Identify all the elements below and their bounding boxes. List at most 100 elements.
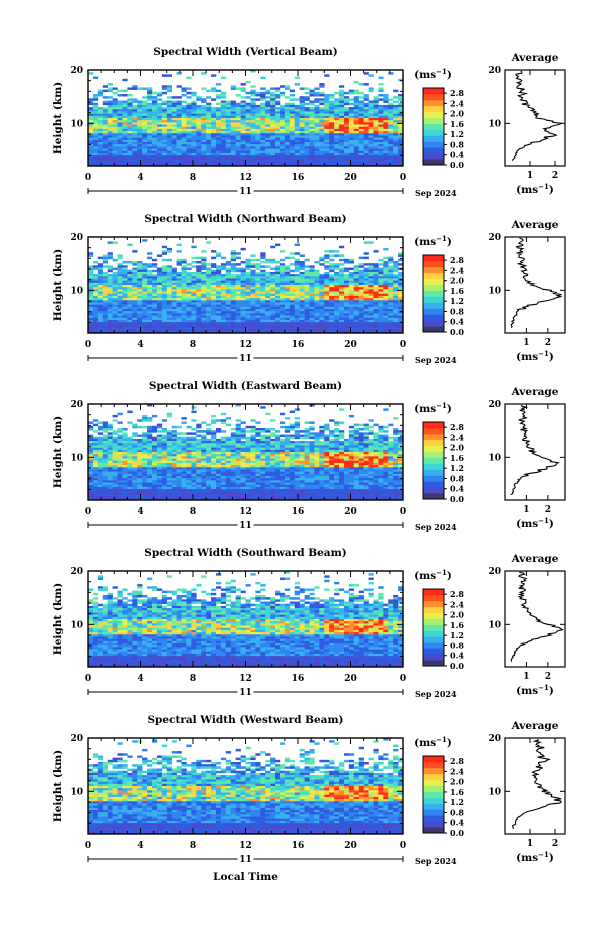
heatmap-cell xyxy=(97,274,104,277)
heatmap-cell xyxy=(378,258,384,262)
heatmap-cell xyxy=(304,304,310,308)
heatmap-cell xyxy=(289,124,296,128)
heatmap-cell xyxy=(329,293,335,297)
heatmap-cell xyxy=(132,315,138,319)
heatmap-cell xyxy=(147,428,153,431)
heatmap-cell xyxy=(142,142,148,145)
heatmap-cell xyxy=(363,324,369,327)
heatmap-cell xyxy=(339,152,345,156)
heatmap-cell xyxy=(275,330,281,334)
heatmap-cell xyxy=(122,434,128,438)
heatmap-cell xyxy=(88,276,94,279)
heatmap-cell xyxy=(235,428,241,431)
heatmap-cell xyxy=(122,102,128,106)
heatmap-cell xyxy=(334,254,340,257)
heatmap-cell xyxy=(240,120,246,123)
heatmap-cell xyxy=(348,89,355,93)
heatmap-cell xyxy=(161,126,168,130)
heatmap-cell xyxy=(250,161,256,165)
heatmap-cell xyxy=(92,306,99,310)
heatmap-cell xyxy=(196,137,202,141)
heatmap-cell xyxy=(324,256,330,260)
heatmap-cell xyxy=(255,155,261,158)
heatmap-cell xyxy=(161,298,168,301)
heatmap-cell xyxy=(373,124,379,128)
heatmap-cell xyxy=(270,102,276,106)
heatmap-cell xyxy=(275,96,281,99)
heatmap-cell xyxy=(132,155,138,158)
heatmap-cell xyxy=(393,330,399,334)
heatmap-cell xyxy=(309,436,315,440)
heatmap-cell xyxy=(383,313,389,316)
heatmap-cell xyxy=(156,271,163,275)
heatmap-cell xyxy=(151,163,158,167)
heatmap-cell xyxy=(147,113,153,117)
heatmap-cell xyxy=(245,291,251,295)
heatmap-cell xyxy=(373,282,379,286)
heatmap-cell xyxy=(275,276,281,279)
heatmap-cell xyxy=(343,155,350,158)
heatmap-cell xyxy=(383,430,389,433)
heatmap-cell xyxy=(314,135,320,138)
heatmap-cell xyxy=(196,291,202,295)
heatmap-cell xyxy=(245,133,251,136)
heatmap-cell xyxy=(343,128,350,132)
heatmap-cell xyxy=(255,287,261,290)
heatmap-cell xyxy=(92,98,99,101)
heatmap-cell xyxy=(97,137,104,141)
heatmap-cell xyxy=(284,304,291,308)
heatmap-cell xyxy=(235,120,241,123)
heatmap-cell xyxy=(378,142,384,145)
heatmap-cell xyxy=(294,417,300,420)
heatmap-cell xyxy=(240,109,246,112)
heatmap-cell xyxy=(211,313,217,316)
heatmap-cell xyxy=(176,328,182,332)
heatmap-cell xyxy=(166,146,172,149)
heatmap-cell xyxy=(107,135,113,138)
heatmap-cell xyxy=(112,289,118,292)
heatmap-cell xyxy=(304,434,310,438)
heatmap-cell xyxy=(127,87,133,90)
heatmap-cell xyxy=(107,293,113,297)
heatmap-cell xyxy=(215,267,222,271)
heatmap-cell xyxy=(250,425,256,429)
heatmap-cell xyxy=(319,445,325,448)
heatmap-cell xyxy=(147,118,153,121)
heatmap-cell xyxy=(334,126,340,130)
heatmap-cell xyxy=(240,306,246,310)
heatmap-cell xyxy=(255,438,261,442)
heatmap-cell xyxy=(215,126,222,130)
heatmap-cell xyxy=(176,271,182,275)
heatmap-cell xyxy=(398,276,404,279)
heatmap-cell xyxy=(220,441,227,444)
heatmap-cell xyxy=(156,278,163,281)
heatmap-cell xyxy=(343,330,350,334)
heatmap-cell xyxy=(230,293,236,297)
heatmap-cell xyxy=(279,282,286,286)
heatmap-cell xyxy=(235,256,241,260)
heatmap-cell xyxy=(201,256,207,260)
heatmap-cell xyxy=(201,282,207,286)
heatmap-cell xyxy=(275,445,281,448)
x-tick-label: 0 xyxy=(85,340,91,350)
heatmap-cell xyxy=(373,159,379,162)
heatmap-cell xyxy=(220,324,227,327)
heatmap-cell xyxy=(191,104,197,108)
heatmap-cell xyxy=(343,163,350,167)
heatmap-cell xyxy=(132,120,138,123)
heatmap-cell xyxy=(309,432,315,435)
heatmap-cell xyxy=(132,295,138,299)
heatmap-cell xyxy=(215,161,222,165)
heatmap-cell xyxy=(348,163,355,167)
heatmap-cell xyxy=(132,113,138,117)
colorbar-swatch xyxy=(423,302,444,309)
heatmap-cell xyxy=(398,157,404,160)
heatmap-cell xyxy=(378,298,384,301)
heatmap-cell xyxy=(378,159,384,162)
heatmap-cell xyxy=(97,128,104,132)
heatmap-cell xyxy=(201,313,207,316)
heatmap-cell xyxy=(240,102,246,106)
heatmap-cell xyxy=(378,319,384,323)
y-tick-label: 10 xyxy=(70,119,83,129)
heatmap-cell xyxy=(225,438,232,442)
